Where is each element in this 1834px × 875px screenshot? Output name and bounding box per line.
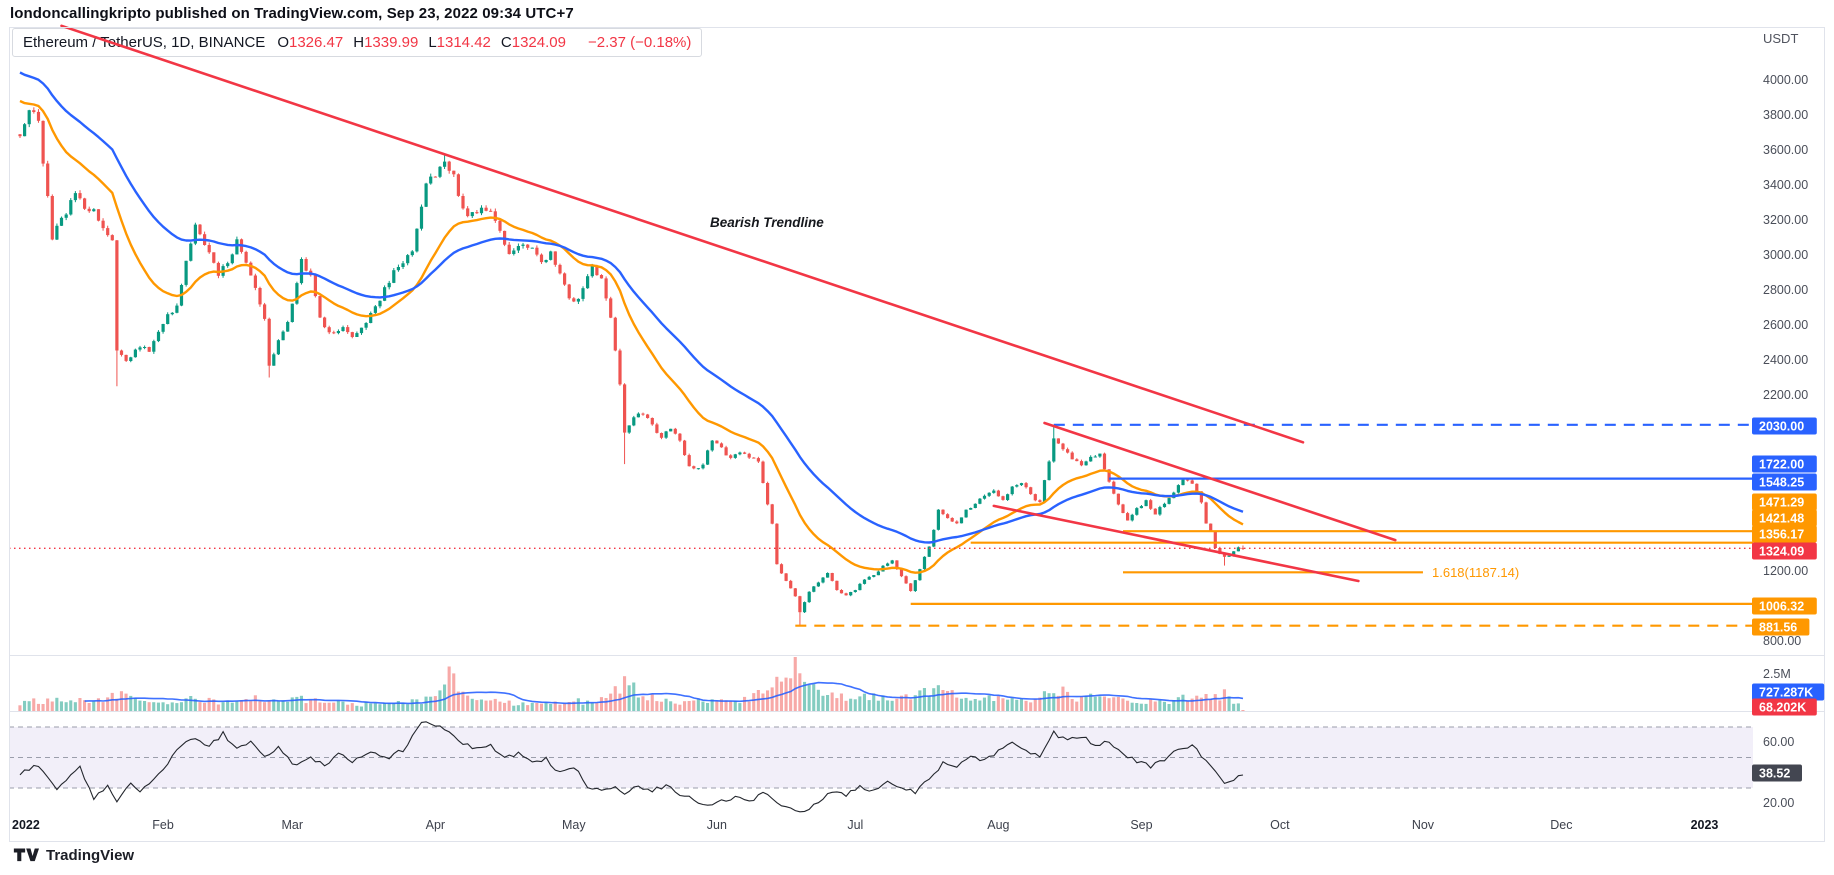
svg-text:Feb: Feb	[152, 818, 174, 832]
svg-text:2023: 2023	[1691, 818, 1719, 832]
svg-text:3000.00: 3000.00	[1763, 248, 1808, 262]
svg-text:Mar: Mar	[282, 818, 304, 832]
svg-text:2022: 2022	[12, 818, 40, 832]
svg-text:Jun: Jun	[707, 818, 727, 832]
svg-text:68.202K: 68.202K	[1759, 701, 1806, 715]
svg-text:1722.00: 1722.00	[1759, 458, 1804, 472]
svg-text:2800.00: 2800.00	[1763, 283, 1808, 297]
svg-text:2030.00: 2030.00	[1759, 420, 1804, 434]
svg-text:2200.00: 2200.00	[1763, 388, 1808, 402]
svg-text:Apr: Apr	[426, 818, 445, 832]
svg-text:May: May	[562, 818, 586, 832]
bearish-trendline-label: Bearish Trendline	[710, 215, 824, 230]
svg-text:2400.00: 2400.00	[1763, 353, 1808, 367]
ohlc-token: H1339.99	[353, 34, 419, 51]
ohlc-token: O1326.47	[277, 34, 344, 51]
price-axis-currency-label: USDT	[1763, 31, 1799, 46]
published-byline: londoncallingkripto published on Trading…	[10, 5, 574, 22]
svg-text:727.287K: 727.287K	[1759, 686, 1813, 700]
svg-text:881.56: 881.56	[1759, 621, 1797, 635]
fib-extension-label: 1.618(1187.14)	[1432, 565, 1520, 580]
svg-text:2.5M: 2.5M	[1763, 667, 1791, 681]
tradingview-footer-link[interactable]: TradingView	[13, 845, 134, 865]
ohlc-token: C1324.09	[500, 34, 566, 51]
change-value: −2.37 (−0.18%)	[587, 34, 692, 51]
svg-text:Jul: Jul	[847, 818, 863, 832]
svg-text:3600.00: 3600.00	[1763, 143, 1808, 157]
svg-text:Oct: Oct	[1270, 818, 1290, 832]
svg-text:3800.00: 3800.00	[1763, 108, 1808, 122]
symbol-title: Ethereum / TetherUS, 1D, BINANCE	[23, 34, 266, 51]
svg-text:800.00: 800.00	[1763, 634, 1801, 648]
svg-text:Sep: Sep	[1130, 818, 1152, 832]
svg-text:60.00: 60.00	[1763, 735, 1794, 749]
svg-text:1471.29: 1471.29	[1759, 496, 1804, 510]
svg-text:1324.09: 1324.09	[1759, 545, 1804, 559]
svg-text:20.00: 20.00	[1763, 796, 1794, 810]
svg-text:1200.00: 1200.00	[1763, 564, 1808, 578]
svg-text:Nov: Nov	[1412, 818, 1435, 832]
symbol-legend: Ethereum / TetherUS, 1D, BINANCE O1326.4…	[12, 28, 703, 57]
svg-text:Dec: Dec	[1550, 818, 1572, 832]
svg-text:3400.00: 3400.00	[1763, 178, 1808, 192]
svg-text:Aug: Aug	[987, 818, 1009, 832]
ohlc-values: O1326.47 H1339.99 L1314.42 C1324.09	[277, 34, 576, 51]
svg-text:1421.48: 1421.48	[1759, 512, 1804, 526]
ohlc-token: L1314.42	[428, 34, 491, 51]
svg-text:4000.00: 4000.00	[1763, 73, 1808, 87]
tradingview-wordmark: TradingView	[46, 846, 135, 864]
svg-text:3200.00: 3200.00	[1763, 213, 1808, 227]
tradingview-logo-icon	[13, 848, 39, 862]
svg-text:1548.25: 1548.25	[1759, 476, 1804, 490]
svg-text:2600.00: 2600.00	[1763, 318, 1808, 332]
svg-text:1356.17: 1356.17	[1759, 528, 1804, 542]
svg-text:1006.32: 1006.32	[1759, 600, 1804, 614]
svg-text:38.52: 38.52	[1759, 767, 1790, 781]
